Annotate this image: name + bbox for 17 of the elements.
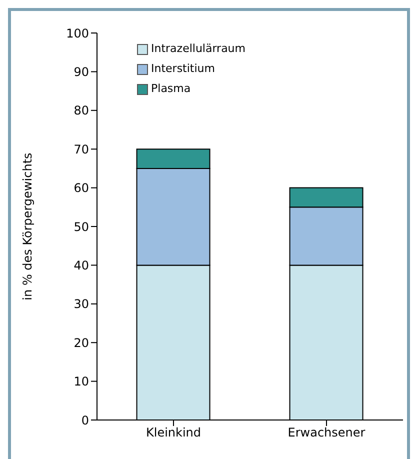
y-tick-label: 0 bbox=[81, 413, 89, 428]
y-tick-label: 20 bbox=[74, 336, 89, 350]
y-tick-label: 60 bbox=[74, 181, 89, 196]
y-tick-label: 80 bbox=[74, 104, 89, 118]
legend-label: Intrazellulärraum bbox=[151, 41, 246, 57]
y-tick-label: 90 bbox=[74, 64, 89, 79]
y-axis-title: in % des Körpergewichts bbox=[20, 152, 34, 300]
y-tick-label: 70 bbox=[74, 142, 89, 156]
y-tick-label: 50 bbox=[74, 220, 89, 234]
legend-label: Plasma bbox=[151, 81, 191, 97]
y-tick-label: 10 bbox=[74, 374, 89, 389]
legend-label: Interstitium bbox=[151, 61, 215, 77]
x-tick-label: Erwachsener bbox=[288, 426, 366, 440]
y-tick-label: 100 bbox=[66, 26, 89, 40]
x-tick-label: Kleinkind bbox=[146, 426, 202, 440]
y-tick-label: 40 bbox=[74, 258, 89, 272]
y-tick-label: 30 bbox=[74, 297, 89, 312]
